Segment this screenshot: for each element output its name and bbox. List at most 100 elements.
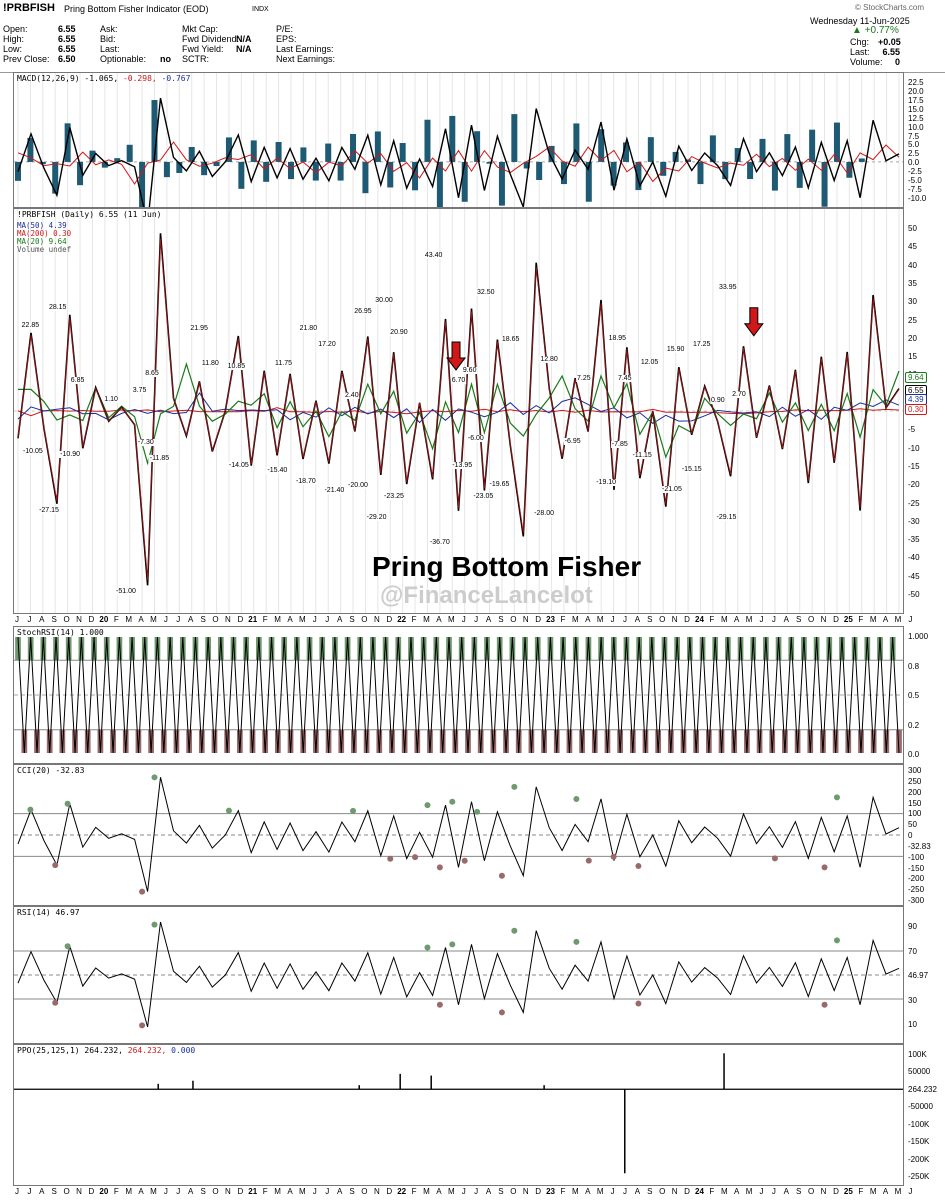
- cci-overbought-fill: [833, 794, 840, 801]
- price-panel: !PRBFISH (Daily) 6.55 (11 Jun) MA(50) 4.…: [13, 208, 904, 614]
- stoch-overbought-fill: [522, 637, 528, 661]
- stochrsi-title: StochRSI(14) 1.000: [17, 628, 104, 637]
- stoch-overbought-fill: [839, 637, 845, 661]
- x-tick-label: S: [200, 615, 206, 624]
- x-tick-label: A: [634, 615, 641, 624]
- rsi-overbought-fill: [424, 944, 431, 951]
- cci-oversold-fill: [585, 857, 592, 864]
- axis-tick-label: -30: [908, 516, 920, 526]
- price-tag: 0.30: [905, 403, 927, 415]
- stoch-oversold-fill: [515, 729, 522, 753]
- value-label: 33.95: [717, 283, 738, 291]
- stoch-oversold-fill: [338, 729, 345, 753]
- stoch-overbought-fill: [217, 637, 224, 661]
- stoch-oversold-fill: [896, 729, 902, 753]
- x-tick-label: J: [610, 615, 615, 624]
- quote-label-right-1: Last:: [850, 47, 870, 57]
- x-tick-label: A: [188, 615, 194, 624]
- macd-histogram-bar: [126, 144, 133, 162]
- macd-panel: MACD(12,26,9) -1.065, -0.298, -0.767: [13, 72, 904, 208]
- x-tick-label: J: [312, 1187, 317, 1196]
- stoch-oversold-fill: [439, 729, 446, 753]
- x-tick-label: 20: [99, 1187, 109, 1196]
- axis-tick-label: -100K: [908, 1119, 930, 1129]
- stoch-overbought-fill: [268, 637, 275, 661]
- value-label: -36.70: [428, 539, 451, 547]
- macd-histogram-bar: [759, 138, 766, 162]
- macd-axis: 22.5 20.0 17.5 15.0 12.5 10.0 7.5 5.0 2.5 0.0 -2.5…: [904, 72, 945, 208]
- stoch-oversold-fill: [490, 729, 497, 753]
- axis-tick-label: 50: [908, 820, 917, 830]
- axis-tick-label: 12.5: [908, 113, 924, 123]
- stoch-oversold-fill: [579, 729, 585, 753]
- stoch-oversold-fill: [858, 729, 864, 753]
- axis-tick-label: 0.0: [908, 750, 920, 759]
- axis-tick-label: -5.0: [908, 176, 922, 186]
- stoch-oversold-fill: [72, 729, 78, 753]
- x-tick-label: F: [858, 615, 864, 624]
- x-tick-label: N: [76, 615, 82, 624]
- x-tick-label: M: [894, 615, 902, 624]
- cci-oversold-fill: [635, 863, 642, 870]
- x-tick-label: J: [176, 1187, 181, 1196]
- x-tick-label: J: [15, 1187, 19, 1196]
- stochrsi-axis: 1.000 0.8 0.5 0.2 0.0: [904, 626, 945, 764]
- stoch-overbought-fill: [344, 637, 351, 661]
- x-tick-label: A: [138, 1187, 144, 1196]
- value-label: -51.00: [115, 588, 137, 596]
- x-tick-label: M: [745, 615, 753, 624]
- change-pct: ▲ +0.77%: [852, 26, 899, 36]
- x-tick-label: A: [882, 1187, 889, 1196]
- x-tick-label: O: [510, 1187, 517, 1196]
- x-tick-label: O: [808, 615, 815, 624]
- macd-histogram-bar: [101, 161, 108, 168]
- macd-histogram-bar: [697, 161, 704, 185]
- stochrsi-chart: [14, 636, 903, 754]
- stoch-overbought-fill: [560, 637, 566, 661]
- x-tick-label: J: [163, 1187, 168, 1196]
- stoch-oversold-fill: [503, 729, 509, 753]
- axis-tick-label: 22.5: [908, 78, 924, 87]
- value-label: 26.95: [353, 307, 373, 315]
- x-tick-label: S: [51, 615, 57, 624]
- macd-histogram-bar: [89, 150, 96, 162]
- stoch-oversold-fill: [528, 729, 535, 753]
- stoch-oversold-fill: [617, 729, 623, 753]
- macd-histogram-bar: [747, 161, 754, 180]
- stoch-oversold-fill: [300, 729, 307, 753]
- stoch-oversold-fill: [541, 729, 547, 753]
- x-tick-label: A: [188, 1187, 194, 1196]
- axis-tick-label: 150: [908, 798, 922, 808]
- change-pct-value: +0.77%: [864, 25, 899, 36]
- value-label: 32.50: [476, 288, 496, 296]
- stoch-overbought-fill: [712, 637, 719, 661]
- ppo-axis: 100K 50000 264.232 -50000 -100K -150K -200K -25…: [904, 1044, 945, 1186]
- rsi-oversold-fill: [436, 1001, 443, 1008]
- axis-tick-label: 7.5: [908, 131, 920, 141]
- stoch-overbought-fill: [141, 637, 148, 661]
- x-tick-label: 24: [695, 615, 704, 624]
- value-label: -14.05: [227, 462, 250, 470]
- stoch-overbought-fill: [78, 637, 85, 661]
- macd-histogram-bar: [498, 161, 505, 206]
- stoch-overbought-fill: [179, 637, 186, 661]
- cci-line: [17, 777, 900, 892]
- quote-label-quote3-0: Mkt Cap:: [182, 24, 219, 34]
- macd-histogram-bar: [114, 158, 121, 162]
- value-label: -7.85: [610, 440, 629, 448]
- axis-tick-label: 40: [908, 260, 917, 270]
- ppo-title: PPO(25,125,1) 264.232, 264.232, 0.000: [17, 1046, 195, 1055]
- x-tick-label: D: [386, 1187, 393, 1196]
- axis-tick-label: -20: [908, 480, 920, 490]
- value-label: -23.05: [472, 492, 495, 500]
- stoch-oversold-fill: [110, 729, 116, 753]
- x-axis-top: J J A S O N D 20 F M A M J J A S O N D 21 F M A M J J A S O N D 22 F M A M J…: [13, 614, 912, 626]
- x-tick-label: 23: [546, 1187, 556, 1196]
- x-tick-label: N: [820, 615, 827, 624]
- x-tick-label: J: [771, 615, 776, 624]
- macd-histogram-bar: [536, 161, 543, 181]
- stoch-overbought-fill: [40, 637, 47, 661]
- value-label: -20.00: [347, 482, 369, 490]
- stoch-overbought-fill: [750, 637, 757, 661]
- stoch-overbought-fill: [826, 637, 833, 661]
